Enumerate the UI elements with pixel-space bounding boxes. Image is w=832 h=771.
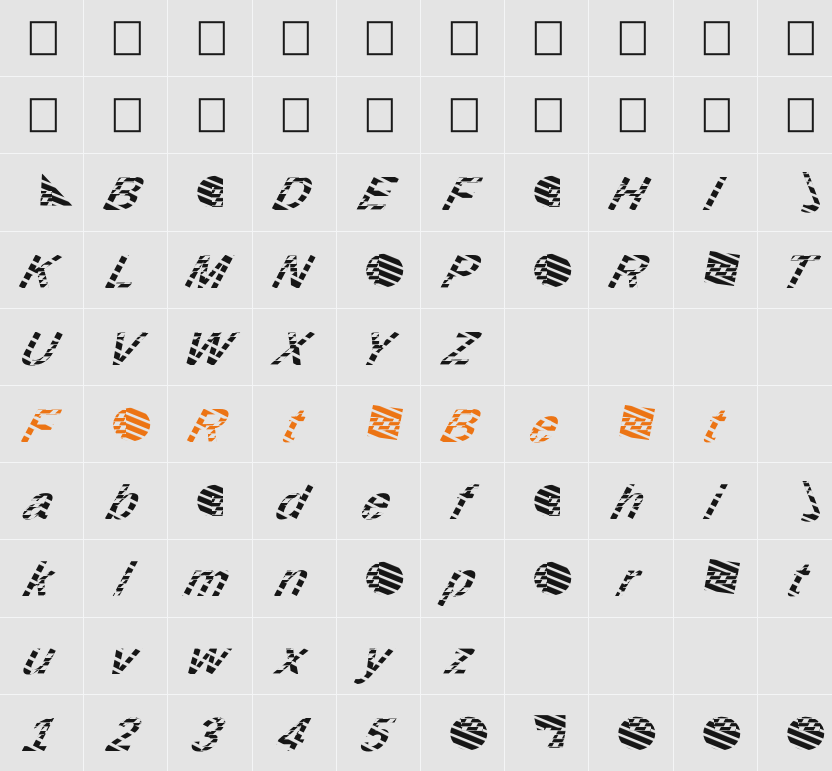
- svg-text:I: I: [693, 167, 735, 220]
- svg-text:i: i: [693, 476, 735, 529]
